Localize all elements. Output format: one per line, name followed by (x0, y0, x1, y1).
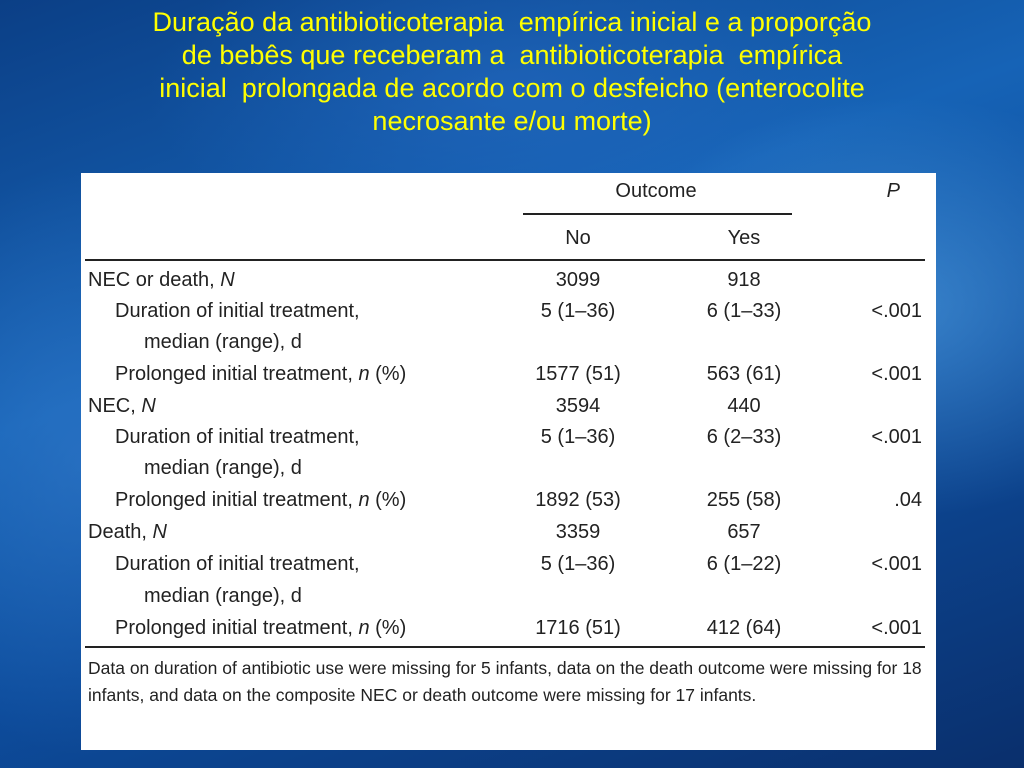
table-cell: 3099 (555, 269, 601, 291)
p-value: <.001 (871, 426, 922, 448)
row-label: Prolonged initial treatment, n (%) (115, 617, 407, 639)
table-cell: 6 (1–22) (706, 553, 782, 575)
group-label-nec: NEC, N (88, 395, 156, 417)
table-cell: 255 (58) (706, 489, 782, 511)
table-cell: 1892 (53) (535, 489, 621, 511)
p-value: <.001 (871, 553, 922, 575)
table-cell: 5 (1–36) (540, 300, 616, 322)
table-cell: 440 (727, 395, 761, 417)
p-value: <.001 (871, 363, 922, 385)
table-cell: 5 (1–36) (540, 553, 616, 575)
table-cell: 6 (2–33) (706, 426, 782, 448)
table-cell: 3359 (555, 521, 601, 543)
results-table-panel: Outcome P No Yes NEC or death, N 3099 91… (81, 173, 936, 750)
table-footnote: Data on duration of antibiotic use were … (88, 658, 922, 705)
row-label: Duration of initial treatment, (115, 553, 360, 575)
table-cell: 563 (61) (706, 363, 782, 385)
col-yes-header: Yes (727, 227, 761, 249)
row-label: median (range), d (144, 331, 302, 353)
p-header: P (886, 180, 900, 202)
row-label: Duration of initial treatment, (115, 426, 360, 448)
header-rule (85, 259, 925, 261)
row-label: Prolonged initial treatment, n (%) (115, 489, 407, 511)
row-label: median (range), d (144, 457, 302, 479)
table-cell: 1716 (51) (535, 617, 621, 639)
table-cell: 3594 (555, 395, 601, 417)
row-label: Duration of initial treatment, (115, 300, 360, 322)
p-value: <.001 (871, 300, 922, 322)
table-cell: 657 (727, 521, 761, 543)
p-value: <.001 (871, 617, 922, 639)
footer-rule (85, 646, 925, 648)
row-label: median (range), d (144, 585, 302, 607)
group-label-nec-or-death: NEC or death, N (88, 269, 235, 291)
row-label: Prolonged initial treatment, n (%) (115, 363, 407, 385)
outcome-header: Outcome (615, 180, 697, 202)
table-cell: 412 (64) (706, 617, 782, 639)
group-label-death: Death, N (88, 521, 167, 543)
table-cell: 918 (727, 269, 761, 291)
col-no-header: No (565, 227, 591, 249)
table-cell: 1577 (51) (535, 363, 621, 385)
slide-title: Duração da antibioticoterapia empírica i… (152, 7, 872, 136)
table-cell: 6 (1–33) (706, 300, 782, 322)
table-cell: 5 (1–36) (540, 426, 616, 448)
outcome-underline (523, 213, 792, 215)
p-value: .04 (894, 489, 922, 511)
